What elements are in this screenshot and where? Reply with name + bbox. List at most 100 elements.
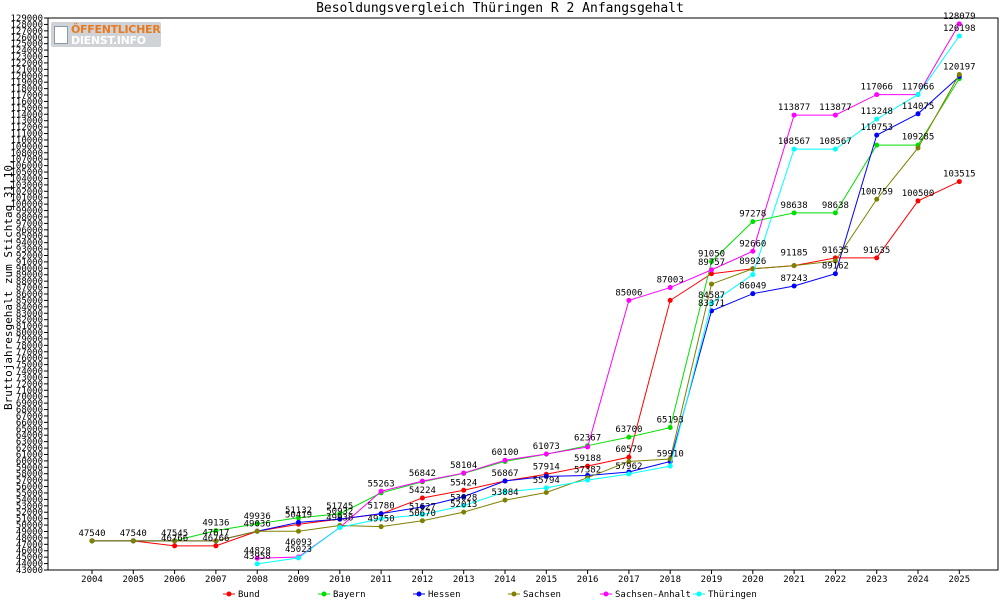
data-point [626, 454, 632, 460]
series-sachsen-anhalt [254, 21, 962, 561]
data-label: 91635 [822, 246, 849, 256]
x-tick-label: 2016 [577, 575, 599, 585]
y-tick-label: 51000 [16, 515, 43, 525]
data-point [213, 538, 219, 544]
data-point [461, 503, 467, 509]
y-tick-label: 129000 [10, 14, 43, 24]
y-tick-label: 86000 [16, 290, 43, 300]
y-tick-label: 64000 [16, 431, 43, 441]
data-point [543, 485, 549, 491]
y-tick-label: 109000 [10, 142, 43, 152]
data-point [956, 21, 962, 27]
data-label: 92660 [739, 239, 766, 249]
data-label: 126198 [943, 24, 976, 34]
y-tick-label: 114000 [10, 110, 43, 120]
x-tick-label: 2022 [825, 575, 847, 585]
y-tick-label: 43000 [16, 566, 43, 576]
data-labels: 47540 47540 475454676649136476174676649936… [78, 12, 975, 562]
data-point [213, 528, 219, 534]
data-label: 91635 [863, 246, 890, 256]
data-label: 87003 [657, 276, 684, 286]
data-point [502, 489, 508, 495]
data-point [915, 145, 921, 151]
data-point [709, 259, 714, 265]
data-point [378, 488, 384, 494]
data-point [832, 258, 838, 264]
y-tick-label: 75000 [16, 361, 43, 371]
y-tick-label: 78000 [16, 341, 43, 351]
x-tick-label: 2020 [742, 575, 764, 585]
y-tick-label: 115000 [10, 104, 43, 114]
data-point [461, 509, 467, 515]
data-label: 108567 [778, 137, 811, 147]
data-point [502, 478, 508, 484]
data-point [915, 111, 921, 117]
data-label: 61073 [533, 442, 560, 452]
legend-marker [696, 591, 702, 597]
y-tick-label: 113000 [10, 117, 43, 127]
y-tick-label: 48000 [16, 534, 43, 544]
data-label: 91050 [698, 250, 725, 260]
legend-marker [511, 591, 517, 597]
data-point [667, 425, 673, 431]
data-label: 46766 [202, 534, 229, 544]
y-tick-label: 53000 [16, 502, 43, 512]
y-tick-label: 83000 [16, 309, 43, 319]
data-point [543, 451, 549, 457]
x-tick-label: 2013 [453, 575, 475, 585]
y-tick-label: 120000 [10, 72, 43, 82]
y-tick-label: 124000 [10, 46, 43, 56]
y-tick-label: 96000 [16, 226, 43, 236]
data-label: 49136 [202, 519, 229, 529]
data-point [832, 146, 838, 152]
y-tick-label: 101000 [10, 194, 43, 204]
data-point [956, 33, 962, 39]
y-tick-label: 56000 [16, 483, 43, 493]
data-label: 113877 [819, 103, 852, 113]
data-point [956, 179, 962, 185]
data-label: 89162 [822, 262, 849, 272]
legend-item: Bayern [318, 590, 366, 600]
data-label: 65193 [657, 416, 684, 426]
data-point [502, 497, 508, 503]
y-tick-label: 68000 [16, 406, 43, 416]
y-tick-label: 46000 [16, 547, 43, 557]
data-label: 44828 [244, 546, 271, 556]
data-label: 51132 [285, 506, 312, 516]
legend-marker [226, 591, 232, 597]
x-tick-label: 2006 [164, 575, 186, 585]
data-label: 57382 [574, 466, 601, 476]
y-tick-label: 104000 [10, 174, 43, 184]
y-tick-label: 72000 [16, 380, 43, 390]
data-point [378, 516, 384, 522]
data-point [832, 271, 838, 277]
y-tick-label: 45000 [16, 553, 43, 563]
data-label: 117066 [860, 83, 893, 93]
x-axis: 2004 2005 2006 2007 2008 2009 2010 2011 2012 2013… [81, 570, 970, 585]
data-label: 50670 [409, 509, 436, 519]
y-tick-label: 98000 [16, 213, 43, 223]
legend-item: Bund [223, 590, 260, 600]
data-label: 51780 [368, 502, 395, 512]
y-axis-label: Bruttojahresgehalt zum Stichtag 31.10. [2, 158, 15, 410]
x-tick-label: 2012 [412, 575, 434, 585]
data-point [419, 478, 425, 484]
data-label: 87243 [781, 274, 808, 284]
legend-marker [321, 591, 327, 597]
x-tick-label: 2005 [122, 575, 144, 585]
data-label: 46093 [285, 538, 312, 548]
data-point [626, 458, 632, 464]
data-label: 49936 [244, 512, 271, 522]
legend-item: Sachsen-Anhalt [600, 590, 691, 600]
data-label: 108567 [819, 137, 852, 147]
data-label: 53884 [491, 488, 518, 498]
data-point [626, 434, 632, 440]
data-label: 89926 [739, 257, 766, 267]
y-tick-label: 66000 [16, 418, 43, 428]
y-tick-label: 125000 [10, 40, 43, 50]
data-label: 55424 [450, 478, 477, 488]
legend-marker [416, 591, 422, 597]
data-point [172, 543, 178, 549]
data-label: 55794 [533, 476, 560, 486]
